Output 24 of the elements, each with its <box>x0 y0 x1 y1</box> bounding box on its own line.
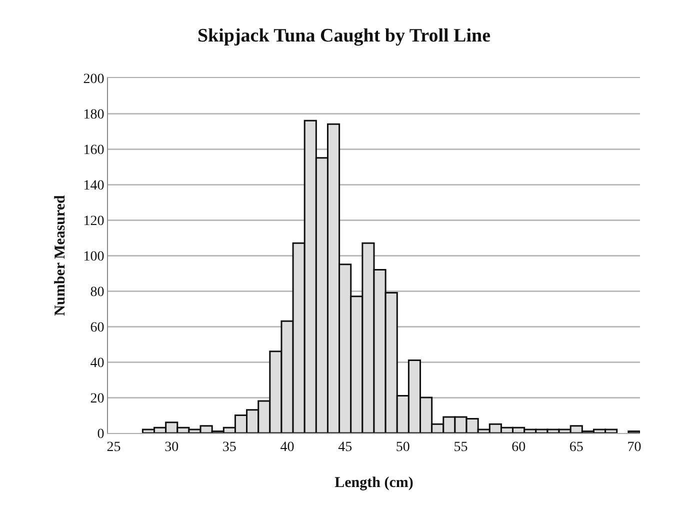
x-tick-label: 65 <box>569 440 584 455</box>
y-tick-label: 0 <box>97 426 104 442</box>
x-tick-label: 45 <box>338 440 352 455</box>
x-tick-label: 60 <box>512 440 526 455</box>
y-tick-label: 200 <box>83 72 104 87</box>
x-tick-label: 25 <box>106 440 121 455</box>
chart-title: Skipjack Tuna Caught by Troll Line <box>197 26 491 47</box>
y-axis-title: Number Measured <box>52 194 68 316</box>
x-tick-label: 30 <box>164 440 179 455</box>
y-tick-label: 80 <box>90 284 104 300</box>
x-tick-label: 40 <box>280 440 294 455</box>
y-tick-label: 40 <box>90 356 104 371</box>
x-tick-label: 35 <box>222 440 236 455</box>
y-tick-label: 100 <box>83 249 104 264</box>
x-tick-label: 50 <box>396 440 410 455</box>
y-tick-label: 20 <box>90 391 104 406</box>
y-tick-label: 180 <box>83 107 104 122</box>
y-tick-label: 120 <box>83 214 104 229</box>
y-tick-label: 140 <box>83 178 104 194</box>
x-tick-label: 55 <box>454 440 468 455</box>
x-axis-title: Length (cm) <box>334 474 414 491</box>
y-tick-label: 160 <box>83 142 104 158</box>
x-tick-label: 70 <box>627 440 642 455</box>
y-tick-label: 60 <box>90 320 104 336</box>
